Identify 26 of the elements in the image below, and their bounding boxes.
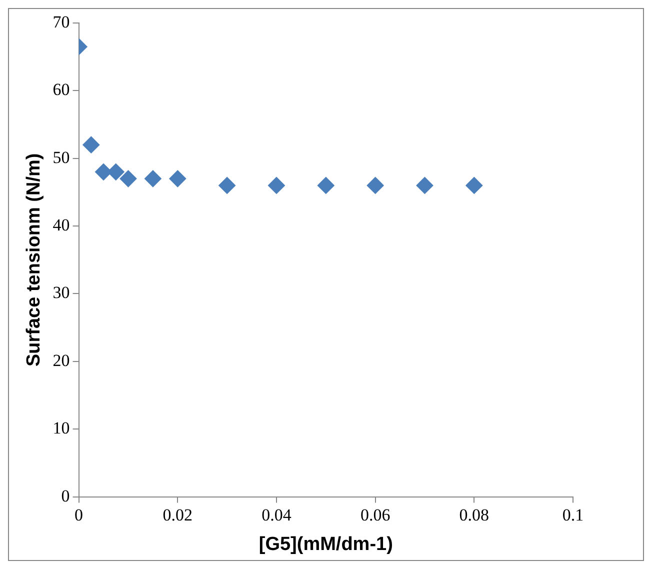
- y-tick-label: 40: [52, 216, 70, 235]
- x-tick-label: 0.04: [262, 505, 292, 524]
- x-tick-label: 0.08: [459, 505, 490, 524]
- point: [120, 170, 137, 188]
- x-axis-title: [G5](mM/dm-1): [258, 534, 393, 555]
- y-tick-label: 0: [61, 486, 70, 506]
- point: [366, 176, 384, 194]
- point: [268, 176, 285, 194]
- x-tick-label: 0.06: [360, 505, 390, 524]
- point: [169, 170, 186, 188]
- point: [416, 176, 434, 194]
- y-tick-label: 50: [52, 148, 70, 167]
- y-axis-title: Surface tensionm (N/m): [24, 153, 45, 367]
- point: [144, 170, 162, 188]
- y-tick-label: 10: [52, 418, 70, 438]
- point: [466, 176, 483, 194]
- y-tick-label: 70: [52, 12, 70, 32]
- y-tick-label: 60: [52, 80, 70, 100]
- y-tick-label: 20: [52, 350, 70, 370]
- y-tick-label: 30: [52, 283, 70, 302]
- x-tick-label: 0.1: [562, 505, 584, 524]
- x-tick-label: 0.02: [162, 505, 193, 524]
- point: [218, 176, 236, 194]
- x-tick-label: 0: [74, 505, 84, 524]
- point: [317, 176, 334, 194]
- point: [82, 136, 100, 154]
